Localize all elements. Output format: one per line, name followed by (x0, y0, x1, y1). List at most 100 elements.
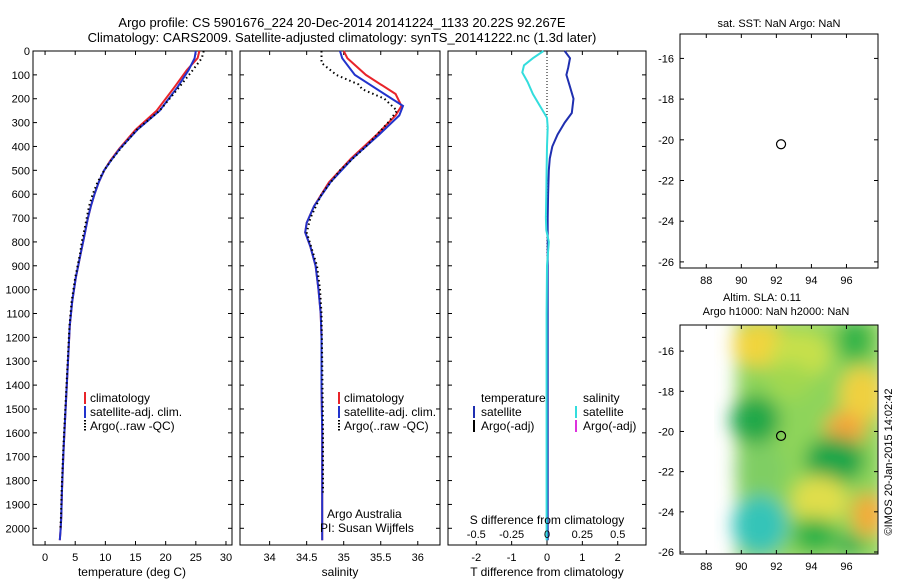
salinity-plot-frame (239, 50, 441, 546)
sla-map-title: Altim. SLA: 0.11 (723, 292, 801, 304)
x-tick-label: 35.5 (370, 552, 391, 564)
salinity-x-axis: 34 34.5 35 35.5 36 (264, 51, 424, 564)
temperature-plot-frame (32, 50, 233, 546)
argo-australia-label: Argo Australia (327, 507, 402, 521)
x-tick-label: 36 (412, 552, 424, 564)
difference-depth-ticks (448, 50, 646, 529)
depth-tick-label: 2000 (6, 523, 30, 535)
map-latitude-label: -24 (658, 507, 674, 519)
map-latitude-label: -22 (658, 467, 674, 479)
map-longitude-label: 88 (700, 561, 712, 573)
series-line-climatology (58, 50, 201, 541)
depth-tick-label: 1800 (6, 476, 30, 488)
map-latitude-label: -24 (658, 216, 674, 228)
x-tick-label: 34.5 (296, 552, 317, 564)
depth-tick-label: 300 (12, 118, 30, 130)
x-tick-label: 30 (220, 552, 232, 564)
temperature-profiles (58, 50, 205, 541)
x-tick-label: 1 (579, 552, 585, 564)
depth-tick-label: 700 (12, 213, 30, 225)
sla-heatmap-field (730, 325, 878, 554)
legend-label-satellite: satellite-adj. clim. (90, 405, 182, 419)
depth-tick-label: 1900 (6, 499, 30, 511)
x-tick-label: -2 (471, 552, 481, 564)
x-tick-label: 5 (72, 552, 78, 564)
depth-tick-label: 200 (12, 94, 30, 106)
depth-axis: 0 100 200 300 400 500 600 700 800 900 1000 1100 1200… (6, 46, 232, 535)
s-difference-tick-label: 0.25 (572, 529, 593, 541)
map-longitude-label: 90 (735, 275, 747, 287)
x-tick-label: 25 (190, 552, 202, 564)
x-tick-label: 15 (129, 552, 141, 564)
sst-map-title: sat. SST: NaN Argo: NaN (718, 18, 841, 30)
sst-map-axes: 88 90 92 94 96 -16 -18 -20 -22 -24 -26 (658, 34, 878, 287)
sla-map-frame (679, 324, 879, 555)
salinity-panel: 34 34.5 35 35.5 36 salinity climatology sate… (239, 50, 441, 579)
map-latitude-label: -22 (658, 176, 674, 188)
legend-title-salinity: salinity (583, 391, 620, 405)
legend-label-satellite: satellite-adj. clim. (344, 405, 436, 419)
sla-map-axes: 88 90 92 94 96 -16 -18 -20 -22 -24 -26 (658, 325, 878, 573)
sla-map-markers (775, 430, 787, 441)
legend-label-temperature-satellite: satellite (481, 405, 522, 419)
s-difference-tick-label: 0 (544, 529, 550, 541)
salinity-xlabel: salinity (322, 565, 359, 579)
depth-tick-label: 900 (12, 261, 30, 273)
depth-tick-label: 600 (12, 189, 30, 201)
pi-label: PI: Susan Wijffels (320, 521, 414, 535)
depth-tick-label: 500 (12, 165, 30, 177)
map-longitude-label: 96 (840, 561, 852, 573)
argo-location-marker (775, 139, 787, 150)
x-tick-label: 20 (160, 552, 172, 564)
series-line-salinity-satellite (521, 50, 550, 541)
map-longitude-label: 92 (770, 275, 782, 287)
difference-profiles (521, 50, 575, 541)
s-difference-tick-label: 0.5 (610, 529, 625, 541)
legend-label-salinity-argo: Argo(-adj) (583, 419, 636, 433)
x-tick-label: 0 (544, 552, 550, 564)
s-difference-tick-label: -0.5 (467, 529, 486, 541)
legend-title-temperature: temperature (481, 391, 546, 405)
temperature-xlabel: temperature (deg C) (78, 565, 186, 579)
map-longitude-label: 96 (840, 275, 852, 287)
salinity-profiles (304, 50, 405, 541)
map-longitude-label: 88 (700, 275, 712, 287)
figure-title-line1: Argo profile: CS 5901676_224 20-Dec-2014… (118, 15, 565, 30)
legend-label-temperature-argo: Argo(-adj) (481, 419, 534, 433)
x-tick-label: 2 (615, 552, 621, 564)
depth-tick-label: 0 (24, 46, 30, 58)
series-line-satellite-adj-clim (304, 50, 405, 541)
series-line-temperature-satellite (546, 50, 575, 541)
sst-map-markers (775, 139, 787, 150)
map-longitude-label: 90 (735, 561, 747, 573)
legend-label-climatology: climatology (344, 391, 404, 405)
s-difference-tick-label: -0.25 (499, 529, 524, 541)
map-latitude-label: -26 (658, 547, 674, 559)
x-tick-label: 0 (42, 552, 48, 564)
depth-tick-label: 1600 (6, 428, 30, 440)
sla-map-subtitle: Argo h1000: NaN h2000: NaN (703, 306, 850, 318)
series-line-satellite-adj-clim (58, 50, 197, 541)
legend-label-salinity-satellite: satellite (583, 405, 624, 419)
figure-title-line2: Climatology: CARS2009. Satellite-adjuste… (88, 30, 597, 45)
series-line-argo-raw-qc (59, 50, 205, 529)
legend-label-argo: Argo(..raw -QC) (90, 419, 175, 433)
difference-xlabel: T difference from climatology (470, 565, 624, 579)
difference-legend: temperature satellite Argo(-adj) salinit… (473, 391, 636, 433)
legend-label-climatology: climatology (90, 391, 150, 405)
salinity-depth-ticks (240, 50, 440, 529)
depth-tick-label: 1100 (6, 309, 30, 321)
map-longitude-label: 94 (805, 561, 817, 573)
argo-location-marker (775, 430, 787, 441)
difference-top-axis: S difference from climatology -0.5 -0.25 0… (467, 513, 626, 541)
x-tick-label: 35 (338, 552, 350, 564)
map-latitude-label: -16 (658, 53, 674, 65)
difference-x-axis: -2 -1 0 1 2 (471, 51, 621, 564)
map-longitude-label: 92 (770, 561, 782, 573)
imos-timestamp: ©IMOS 20-Jan-2015 14:02:42 (883, 389, 895, 536)
map-latitude-label: -20 (658, 426, 674, 438)
x-tick-label: 34 (264, 552, 276, 564)
temperature-legend: climatology satellite-adj. clim. Argo(..… (84, 391, 182, 433)
salinity-legend: climatology satellite-adj. clim. Argo(..… (338, 391, 436, 433)
x-tick-label: 10 (99, 552, 111, 564)
